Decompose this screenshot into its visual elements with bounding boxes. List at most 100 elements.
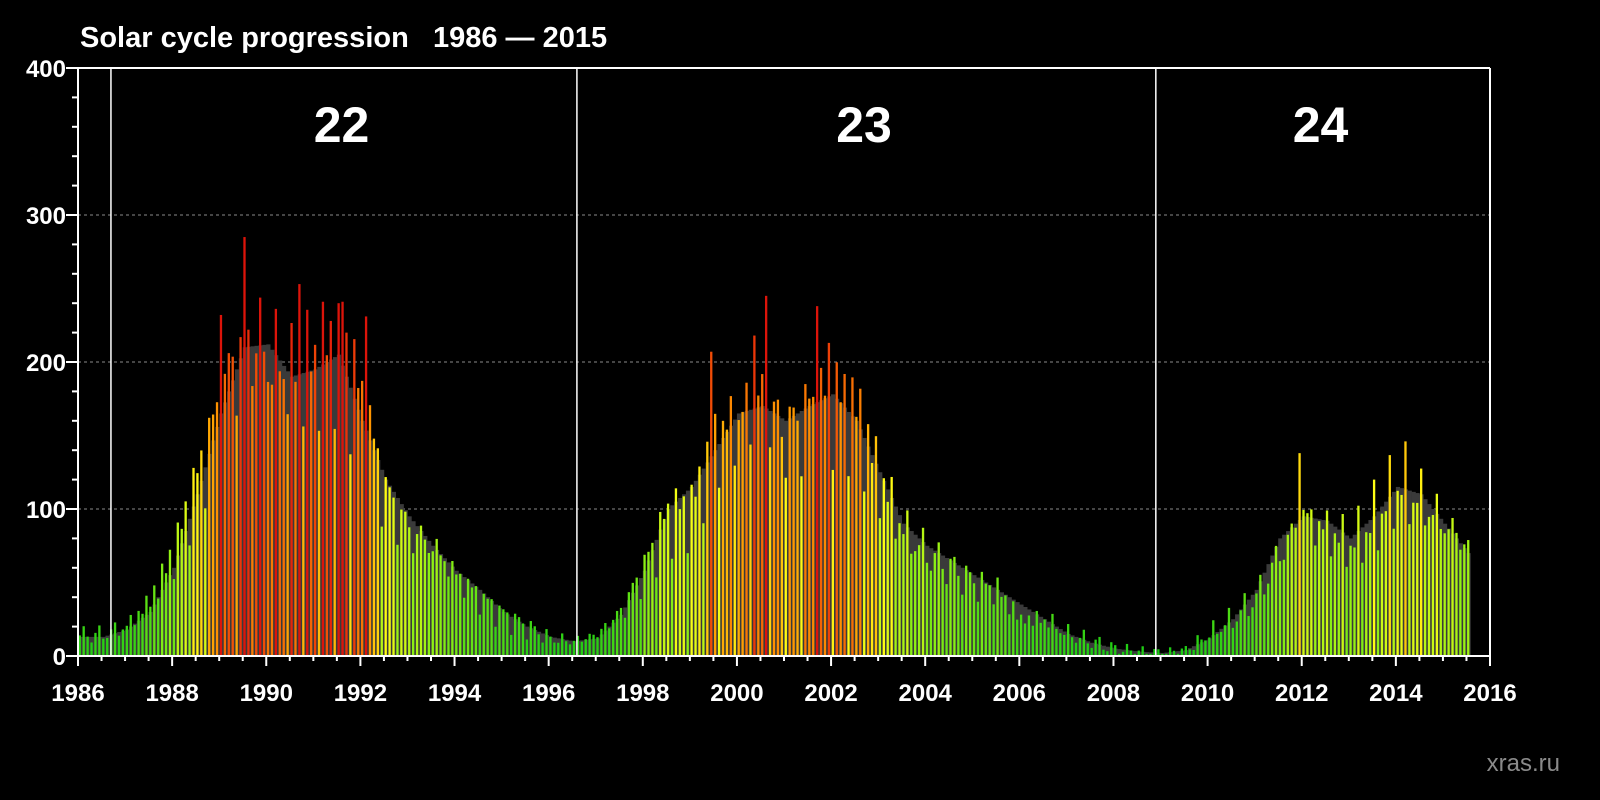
monthly-bar	[729, 396, 733, 656]
monthly-bar	[737, 420, 740, 656]
monthly-bar	[141, 613, 144, 656]
monthly-bar	[274, 308, 278, 656]
monthly-bar	[725, 429, 729, 656]
monthly-bar	[164, 573, 168, 656]
monthly-bar	[941, 568, 944, 656]
smoothed-bar	[1133, 651, 1138, 656]
monthly-bar	[576, 635, 580, 656]
monthly-bar	[1263, 594, 1266, 656]
y-tick-label: 100	[26, 497, 66, 524]
monthly-bar	[702, 523, 705, 656]
monthly-bar	[592, 634, 595, 656]
monthly-bar	[78, 635, 81, 656]
monthly-bar	[1172, 650, 1176, 656]
monthly-bar	[651, 542, 654, 656]
monthly-bar	[580, 641, 583, 656]
monthly-bar	[157, 598, 160, 656]
monthly-bar	[1467, 540, 1470, 656]
monthly-bar	[804, 384, 807, 656]
monthly-bar	[545, 629, 548, 656]
y-tick-label: 400	[26, 56, 66, 83]
monthly-bar	[1031, 625, 1035, 656]
chart-title: Solar cycle progression 1986 — 2015	[80, 22, 608, 54]
monthly-bar	[710, 351, 713, 656]
monthly-bar	[1286, 534, 1289, 656]
monthly-bar	[121, 629, 125, 656]
monthly-bar	[1318, 521, 1321, 656]
x-tick-label: 2010	[1181, 680, 1234, 707]
monthly-bar	[906, 510, 909, 656]
monthly-bar	[341, 301, 344, 656]
monthly-bar	[1016, 619, 1019, 656]
monthly-bar	[631, 582, 634, 656]
y-tick-label: 300	[26, 203, 66, 230]
monthly-bar	[537, 634, 540, 656]
monthly-bar	[1306, 513, 1309, 656]
monthly-bar	[1388, 455, 1391, 656]
monthly-bar	[208, 417, 211, 656]
monthly-bar	[647, 551, 650, 656]
monthly-bar	[466, 578, 470, 656]
monthly-bar	[459, 573, 462, 656]
monthly-bar	[227, 353, 230, 656]
monthly-bar	[792, 407, 795, 656]
monthly-bar	[235, 415, 238, 656]
monthly-bar	[1365, 532, 1368, 656]
monthly-bar	[1239, 610, 1242, 656]
cycle-label: 23	[836, 97, 892, 153]
monthly-bar	[133, 625, 136, 656]
monthly-bar	[694, 496, 697, 656]
monthly-bar	[259, 297, 262, 656]
y-tick-label: 0	[53, 644, 66, 671]
monthly-bar	[1098, 636, 1101, 656]
monthly-bar	[917, 545, 921, 656]
monthly-bar	[690, 484, 693, 656]
monthly-bar	[1259, 574, 1262, 656]
monthly-bar	[188, 545, 191, 656]
monthly-bar	[1086, 643, 1089, 656]
monthly-bar	[1384, 511, 1388, 656]
monthly-bar	[761, 374, 764, 656]
monthly-bar	[1216, 633, 1219, 656]
monthly-bar	[86, 636, 89, 656]
monthly-bar	[1376, 550, 1380, 656]
monthly-bar	[1439, 528, 1442, 656]
monthly-bar	[310, 371, 313, 656]
monthly-bar	[561, 633, 564, 656]
monthly-bar	[1231, 627, 1235, 656]
monthly-bar	[1114, 645, 1117, 656]
monthly-bar	[482, 593, 485, 656]
monthly-bar	[1274, 545, 1278, 656]
monthly-bar	[513, 613, 517, 656]
monthly-bar	[835, 362, 838, 656]
monthly-bar	[1039, 622, 1042, 656]
monthly-bar	[925, 562, 929, 656]
monthly-bar	[557, 642, 560, 656]
monthly-bar	[988, 585, 991, 656]
monthly-bar	[129, 614, 132, 656]
monthly-bar	[780, 436, 783, 656]
monthly-bar	[1004, 595, 1007, 656]
monthly-bar	[564, 641, 568, 656]
monthly-bar	[1255, 593, 1258, 656]
x-tick-label: 2002	[804, 680, 857, 707]
monthly-bar	[255, 353, 258, 656]
monthly-bar	[1243, 593, 1246, 656]
monthly-bar	[796, 420, 799, 656]
monthly-bar	[411, 553, 415, 656]
monthly-bar	[1427, 516, 1431, 656]
monthly-bar	[1267, 583, 1270, 656]
monthly-bar	[886, 501, 889, 656]
monthly-bar	[392, 497, 395, 656]
monthly-bar	[1219, 631, 1223, 656]
monthly-bar	[329, 320, 332, 656]
monthly-bar	[102, 638, 105, 656]
monthly-bar	[749, 444, 752, 656]
monthly-bar	[851, 377, 854, 656]
x-tick-label: 1990	[240, 680, 293, 707]
monthly-bar	[94, 632, 97, 656]
monthly-bar	[788, 406, 791, 656]
monthly-bar	[686, 553, 689, 656]
monthly-bar	[745, 382, 748, 656]
